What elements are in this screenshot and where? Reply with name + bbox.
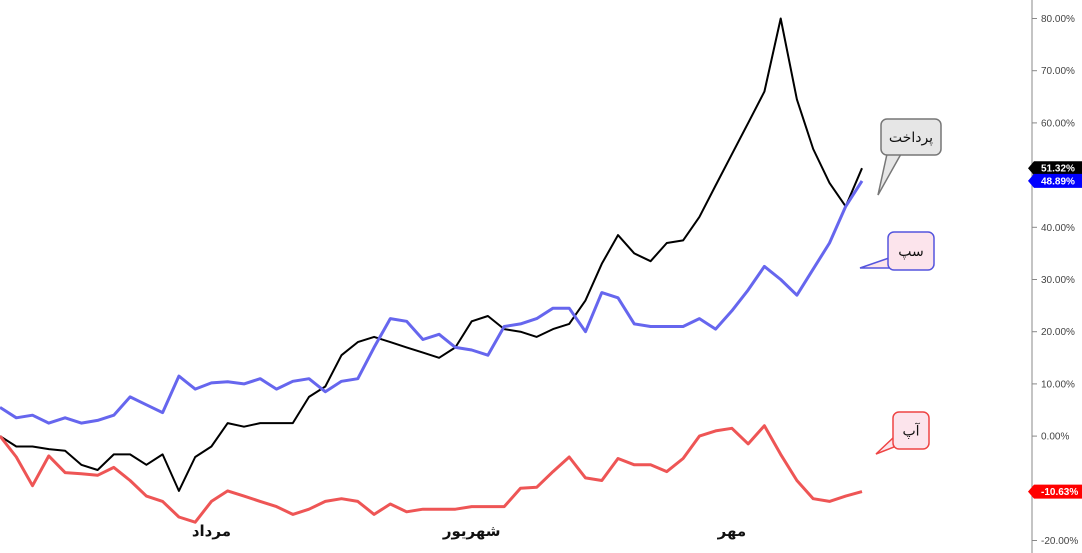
last-value-badge-1: 48.89%	[1028, 173, 1082, 188]
month-label: مهر	[717, 522, 747, 540]
month-labels: مرداد شهریور مهر	[192, 522, 746, 540]
y-tick-label: 20.00%	[1041, 327, 1075, 338]
callout-box	[892, 411, 930, 450]
y-tick-label: 0.00%	[1041, 432, 1069, 443]
callout-pointer	[877, 153, 903, 196]
callout-pointer	[859, 256, 890, 269]
callout-box	[880, 118, 942, 156]
callout-2: آپ	[875, 411, 930, 455]
series-lines	[0, 17, 864, 524]
y-tick-label: 10.00%	[1041, 379, 1075, 390]
month-label: شهریور	[442, 522, 501, 540]
y-tick-label: 40.00%	[1041, 223, 1075, 234]
last-value-badges: 51.32%48.89% -10.63%	[1028, 161, 1082, 499]
callout-1: سپ	[859, 231, 935, 271]
series-callouts: پرداخت سپ آپ	[859, 118, 942, 455]
last-value-badge-0: 51.32%	[1028, 161, 1082, 176]
badge-shape	[1028, 161, 1082, 176]
badge-shape	[1028, 173, 1082, 188]
callout-label: پرداخت	[889, 130, 933, 146]
month-label: مرداد	[192, 522, 231, 540]
y-tick-label: 60.00%	[1041, 118, 1075, 129]
callout-pointer	[875, 435, 895, 455]
y-axis-ticks: -20.00%-10.00%0.00%10.00%20.00%30.00%40.…	[1032, 14, 1078, 547]
y-tick-label: 70.00%	[1041, 66, 1075, 77]
badge-shape	[1028, 484, 1082, 499]
badge-label: -10.63%	[1041, 487, 1078, 498]
y-tick-label: -20.00%	[1041, 536, 1078, 547]
series-line-2	[0, 424, 863, 524]
y-tick-label: 30.00%	[1041, 275, 1075, 286]
badge-label: 51.32%	[1041, 164, 1075, 175]
series-line-1	[0, 180, 864, 425]
badge-label: 48.89%	[1041, 176, 1075, 187]
callout-box	[887, 231, 935, 271]
callout-label: سپ	[898, 244, 923, 260]
y-tick-label: 80.00%	[1041, 14, 1075, 25]
last-value-badge-2: -10.63%	[1028, 484, 1082, 499]
series-line-0	[0, 17, 863, 492]
callout-0: پرداخت	[877, 118, 942, 196]
callout-label: آپ	[902, 423, 920, 440]
